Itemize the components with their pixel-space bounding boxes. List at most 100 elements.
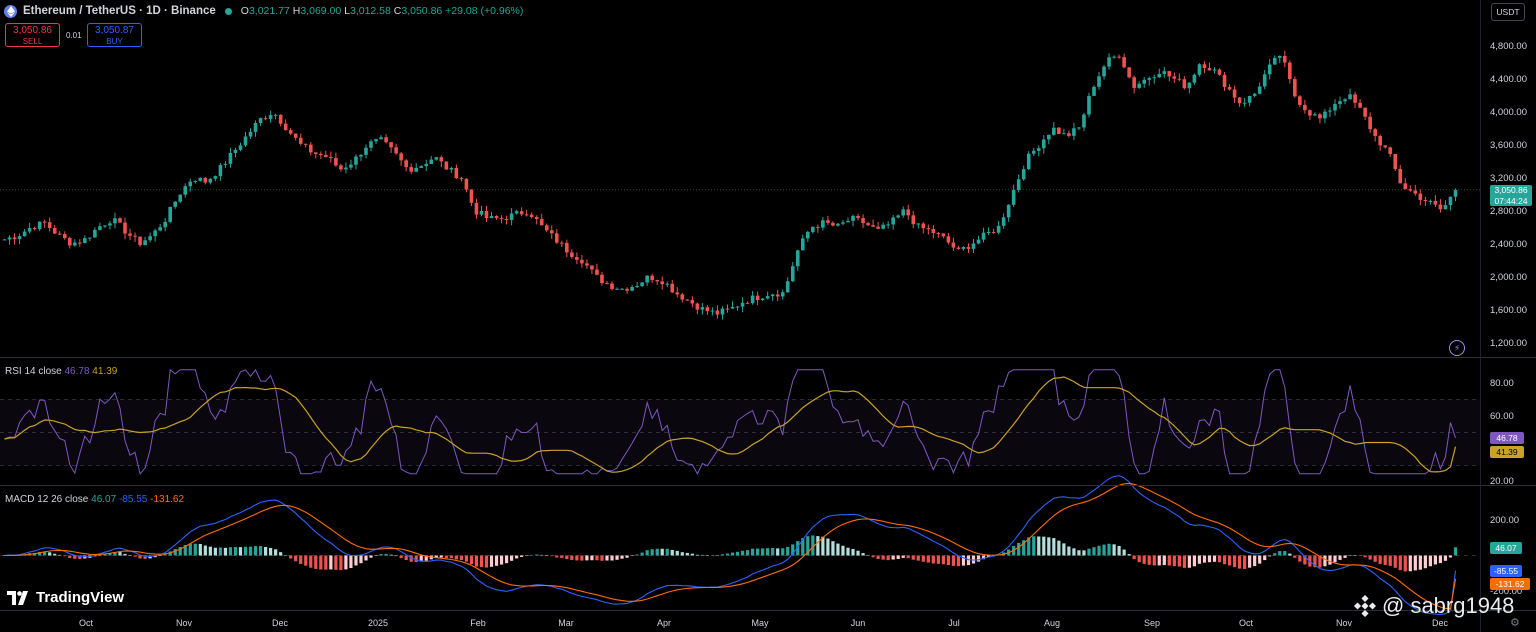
macd-hist-bar (414, 555, 418, 562)
macd-hist-bar (1318, 555, 1322, 568)
candle-body (725, 308, 730, 310)
candle-body (98, 226, 102, 230)
candle-body (399, 153, 403, 161)
candle-body (1137, 83, 1141, 88)
candle-body (494, 215, 499, 219)
rsi-legend[interactable]: RSI 14 close 46.78 41.39 (5, 366, 118, 377)
candle-body (1267, 64, 1272, 75)
pane-separator-rsi[interactable] (0, 357, 1536, 358)
sell-button[interactable]: 3,050.86 SELL (5, 23, 60, 47)
symbol-title[interactable]: Ethereum / TetherUS · 1D · Binance (23, 5, 216, 17)
candle-body (168, 206, 172, 222)
candle-body (600, 274, 604, 284)
candle-body (750, 295, 755, 304)
candle-body (128, 233, 132, 236)
candle-body (1298, 96, 1302, 105)
candle-body (243, 136, 248, 146)
macd-hist-bar (133, 555, 137, 557)
macd-hist-bar (625, 555, 629, 558)
candle-body (871, 225, 875, 227)
lightning-icon[interactable]: ⚡ (1449, 340, 1465, 356)
macd-hist-bar (399, 555, 403, 558)
candle-body (1142, 79, 1147, 84)
candle-body (344, 167, 348, 170)
macd-hist-bar (269, 547, 273, 556)
macd-legend[interactable]: MACD 12 26 close 46.07 -85.55 -131.62 (5, 494, 185, 505)
macd-hist-bar (675, 550, 679, 556)
candle-body (329, 156, 333, 158)
candle-body (670, 283, 675, 293)
macd-hist-bar (961, 555, 966, 566)
macd-hist-bar (218, 547, 222, 556)
symbol-legend[interactable]: Ethereum / TetherUS · 1D · Binance O3,02… (4, 3, 523, 19)
macd-hist-bar (650, 549, 654, 556)
settings-gear-icon[interactable]: ⚙ (1510, 617, 1520, 629)
candle-body (409, 167, 413, 172)
candle-body (585, 263, 589, 266)
rsi-line (4, 368, 1456, 475)
candle-body (1026, 153, 1031, 170)
candle-body (881, 224, 885, 229)
candle-body (775, 294, 780, 297)
candle-body (1011, 190, 1016, 205)
macd-hist-bar (1448, 555, 1453, 558)
macd-hist-bar (876, 555, 880, 560)
macd-hist-bar (53, 553, 57, 556)
macd-hist-bar (791, 544, 795, 556)
candle-body (198, 177, 203, 181)
macd-hist-bar (1042, 536, 1046, 556)
macd-signal-line (4, 482, 1457, 610)
macd-hist-bar (1187, 555, 1191, 568)
candle-body (78, 242, 82, 244)
macd-hist-bar (1388, 555, 1392, 566)
candle-body (1338, 101, 1342, 105)
chart-canvas[interactable] (0, 0, 1480, 632)
candle-body (193, 180, 198, 182)
macd-hist-bar (1258, 555, 1262, 564)
buy-button[interactable]: 3,050.87 BUY (87, 23, 142, 47)
candle-body (7, 237, 12, 240)
candle-body (795, 250, 800, 267)
macd-signal-tag: -131.62 (1490, 578, 1530, 590)
candle-body (2, 239, 7, 241)
candle-body (1182, 79, 1187, 89)
pane-separator-macd[interactable] (0, 485, 1536, 486)
macd-hist-bar (620, 555, 624, 559)
macd-hist-bar (1378, 555, 1382, 564)
candle-body (866, 223, 870, 226)
macd-hist-bar (575, 555, 579, 561)
macd-hist-bar (1037, 536, 1041, 556)
macd-hist-bar (565, 555, 569, 560)
candle-body (148, 236, 152, 241)
rsi-value-tag: 46.78 (1490, 432, 1524, 444)
candle-body (760, 298, 765, 300)
candle-body (133, 235, 137, 237)
candle-body (1282, 55, 1287, 63)
candle-body (108, 223, 112, 226)
macd-hist-bar (550, 555, 554, 557)
macd-hist-bar (1293, 555, 1297, 558)
candle-body (213, 176, 218, 179)
candle-body (62, 234, 67, 239)
candle-body (178, 194, 183, 202)
macd-hist-bar (1177, 555, 1181, 567)
macd-hist-bar (665, 548, 669, 556)
candle-body (449, 168, 454, 170)
tradingview-logo[interactable]: TradingView (7, 589, 124, 606)
macd-hist-bar (866, 555, 870, 556)
macd-hist-bar (98, 554, 102, 556)
macd-hist-bar (941, 555, 945, 565)
price-tick: 2,400.00 (1490, 239, 1527, 250)
macd-hist-bar (118, 552, 122, 556)
candle-body (163, 221, 167, 228)
macd-hist-bar (444, 555, 448, 559)
candle-body (474, 202, 479, 215)
macd-hist-bar (956, 555, 961, 567)
candle-body (424, 164, 429, 167)
candle-body (1443, 205, 1448, 210)
candle-body (886, 224, 890, 226)
macd-hist-bar (1428, 555, 1432, 567)
price-tick: 4,400.00 (1490, 74, 1527, 85)
time-tick: Dec (1431, 618, 1449, 628)
currency-selector[interactable]: USDT (1491, 3, 1525, 21)
